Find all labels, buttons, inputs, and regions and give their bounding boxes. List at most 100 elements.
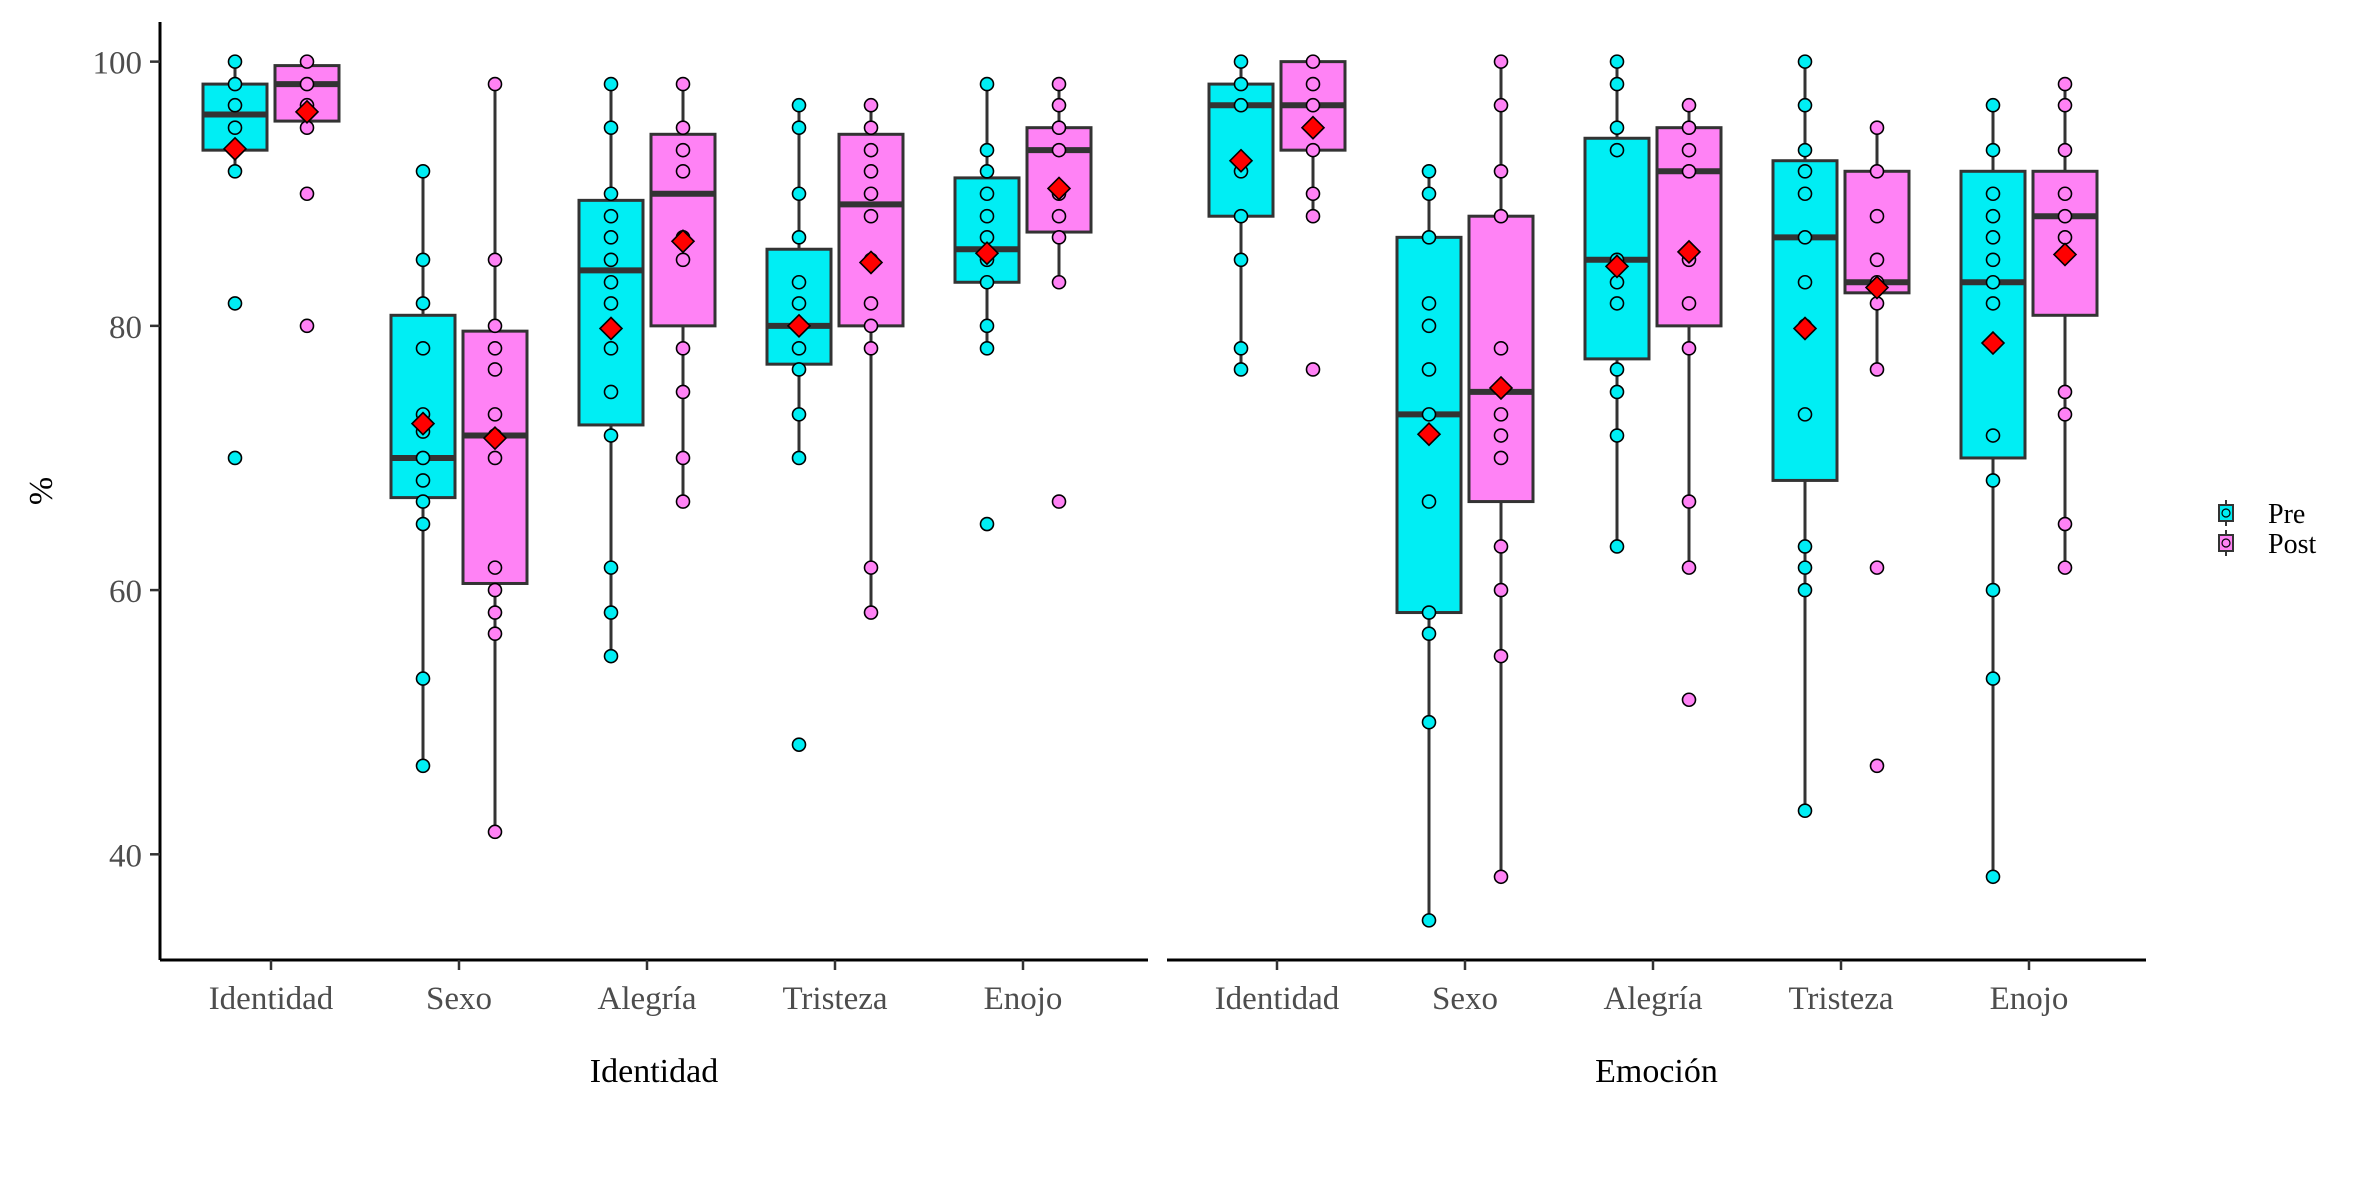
box-rect [1655, 126, 1723, 328]
data-point [1797, 539, 1813, 554]
data-point [1985, 274, 2001, 290]
data-point [1797, 560, 1813, 575]
data-point [1797, 97, 1813, 113]
data-point [415, 516, 431, 532]
data-point [1869, 163, 1885, 179]
mean-marker [1046, 176, 1072, 201]
data-point [487, 341, 503, 356]
x-tick-label-emocion-identidad: Identidad [1215, 981, 1340, 1017]
data-point [1421, 163, 1437, 179]
data-point [487, 450, 503, 466]
box-emocion-tristeza-post [1843, 120, 1911, 774]
data-point [2057, 560, 2073, 575]
data-point [1493, 341, 1509, 356]
data-point [1797, 163, 1813, 179]
data-point [1305, 76, 1321, 92]
box-emocion-sexo-post [1467, 54, 1535, 885]
box-emocion-enojo-pre [1959, 97, 2027, 885]
data-point [675, 120, 691, 135]
panel-emocion: Identidad Sexo Alegría Tristeza Enojo Emoción [1167, 54, 2146, 1090]
x-tick-label-emocion-tristeza: Tristeza [1788, 981, 1893, 1017]
data-point [1305, 208, 1321, 224]
data-point [487, 252, 503, 268]
data-point [603, 274, 619, 290]
data-point [675, 163, 691, 179]
data-point [1797, 186, 1813, 202]
data-point [1985, 208, 2001, 224]
data-point [791, 407, 807, 422]
data-point [979, 208, 995, 224]
data-point [603, 605, 619, 620]
data-point [2057, 407, 2073, 422]
data-point [487, 318, 503, 334]
data-point [979, 142, 995, 158]
data-point [2057, 384, 2073, 400]
data-point [791, 450, 807, 466]
data-point [1985, 230, 2001, 245]
data-point [1869, 560, 1885, 575]
data-point [1609, 428, 1625, 443]
data-point [1985, 186, 2001, 202]
box-identidad-enojo-pre [953, 76, 1021, 532]
data-point [1797, 54, 1813, 69]
data-point [675, 450, 691, 466]
data-point [791, 120, 807, 135]
data-point [1233, 97, 1249, 113]
data-point [1051, 274, 1067, 290]
data-point [1609, 120, 1625, 135]
data-point [1681, 97, 1697, 113]
data-point [791, 186, 807, 202]
data-point [1797, 407, 1813, 422]
legend-key-point [2221, 538, 2231, 548]
y-axis: 40 60 80 100 [93, 46, 160, 874]
data-point [1493, 539, 1509, 554]
data-point [1305, 186, 1321, 202]
data-point [415, 341, 431, 356]
mean-marker [482, 426, 508, 451]
data-point [863, 560, 879, 575]
x-tick-label-identidad-tristeza: Tristeza [782, 981, 887, 1017]
data-point [1869, 208, 1885, 224]
mean-marker [598, 316, 624, 341]
mean-marker [670, 229, 696, 254]
data-point [1797, 230, 1813, 245]
x-tick-label-emocion-alegria: Alegría [1604, 981, 1703, 1017]
box-identidad-identidad-post [273, 54, 341, 334]
data-point [1233, 208, 1249, 224]
data-point [1985, 142, 2001, 158]
data-point [603, 230, 619, 245]
data-point [1869, 252, 1885, 268]
box-identidad-alegria-post [649, 76, 717, 509]
data-point [1421, 230, 1437, 245]
y-tick-label-80: 80 [109, 310, 142, 346]
data-point [1609, 76, 1625, 92]
data-point [2057, 142, 2073, 158]
data-point [1797, 582, 1813, 598]
data-point [1609, 296, 1625, 311]
data-point [603, 341, 619, 356]
data-point [979, 274, 995, 290]
data-point [603, 252, 619, 268]
box-emocion-identidad-pre [1207, 54, 1275, 377]
data-point [863, 186, 879, 202]
box-emocion-alegria-pre [1583, 54, 1651, 554]
x-axis-title-emocion: Emoción [1595, 1053, 1718, 1090]
legend-key-point [2221, 508, 2231, 518]
data-point [675, 76, 691, 92]
data-point [1051, 76, 1067, 92]
box-rect [1843, 169, 1911, 295]
data-point [1233, 341, 1249, 356]
box-emocion-sexo-pre [1395, 163, 1463, 928]
mean-marker [974, 241, 1000, 266]
mean-marker [786, 313, 812, 338]
data-point [1421, 296, 1437, 311]
data-point [863, 318, 879, 334]
mean-marker [1604, 254, 1630, 279]
box-identidad-enojo-post [1025, 76, 1093, 509]
data-point [1985, 869, 2001, 885]
data-point [415, 758, 431, 774]
data-point [1493, 407, 1509, 422]
x-axis-title-identidad: Identidad [590, 1053, 718, 1090]
data-point [2057, 516, 2073, 532]
mean-marker [2052, 242, 2078, 267]
